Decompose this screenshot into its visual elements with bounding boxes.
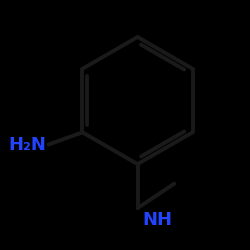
Text: H₂N: H₂N — [8, 136, 46, 154]
Text: NH: NH — [142, 210, 172, 228]
